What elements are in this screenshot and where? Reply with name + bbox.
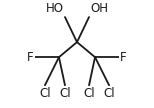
Text: Cl: Cl [103,87,115,100]
Text: F: F [27,51,34,64]
Text: Cl: Cl [83,87,95,100]
Text: OH: OH [90,2,108,15]
Text: Cl: Cl [59,87,71,100]
Text: Cl: Cl [39,87,51,100]
Text: HO: HO [46,2,64,15]
Text: F: F [120,51,127,64]
